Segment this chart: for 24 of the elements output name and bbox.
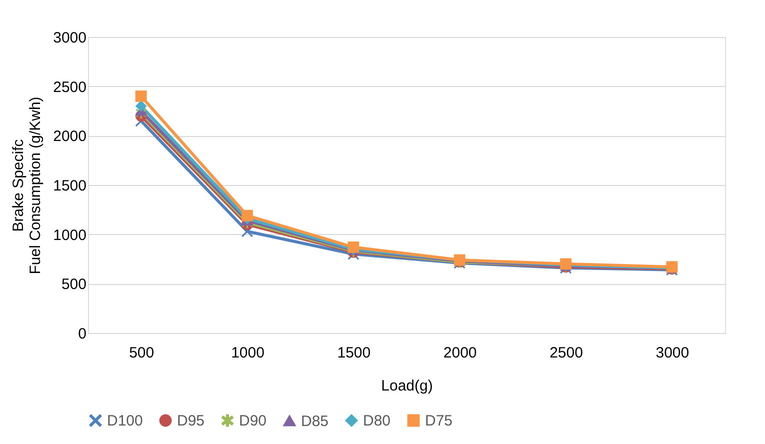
legend-label: D90: [239, 412, 267, 430]
y-tick-label: 3000: [53, 30, 86, 46]
legend-label: D75: [425, 412, 453, 430]
legend-label: D95: [177, 412, 205, 430]
y-axis-title: Brake Specifc Fuel Consumption (g/Kwh): [10, 96, 44, 274]
legend-label: D100: [107, 412, 143, 430]
y-tick-label: 2000: [53, 128, 86, 146]
point: [242, 210, 253, 222]
y-tick-label: 1500: [53, 178, 86, 194]
legend-label: D85: [301, 412, 329, 430]
x-tick-label: 2500: [550, 344, 583, 362]
y-tick-label: 1000: [53, 226, 86, 244]
point: [135, 100, 147, 112]
legend-label: D80: [363, 412, 391, 430]
x-tick-label: 500: [129, 344, 154, 362]
x-tick-label: 1000: [231, 344, 264, 362]
point: [135, 90, 147, 102]
x-tick-label: 1500: [337, 344, 371, 362]
y-tick-label: 2500: [53, 78, 86, 96]
y-tick-label: 0: [78, 326, 86, 342]
x-tick-label: 3000: [656, 344, 690, 362]
x-axis-title: Load(g): [381, 378, 433, 394]
x-tick-label: 2000: [443, 344, 477, 362]
y-tick-label: 500: [61, 276, 86, 294]
